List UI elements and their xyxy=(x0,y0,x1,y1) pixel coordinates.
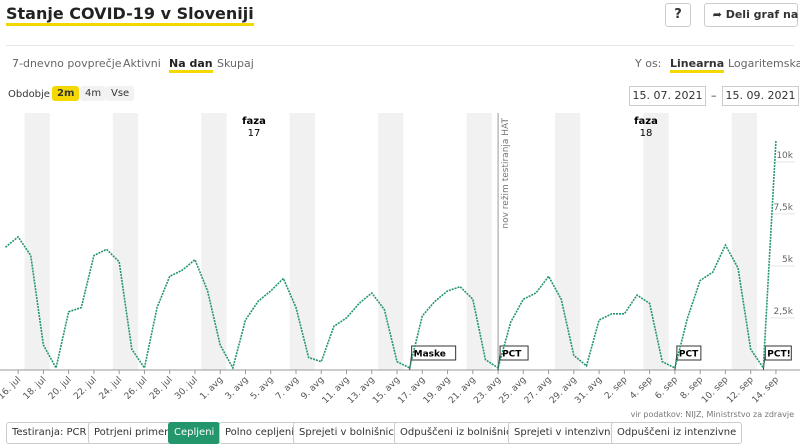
event-box xyxy=(676,345,702,361)
x-tick-label: 12. sep xyxy=(725,375,756,406)
share-label: Deli graf na xyxy=(725,8,799,21)
weekend-band xyxy=(24,113,50,370)
event-label: Maske xyxy=(414,350,446,360)
event-label: PCT xyxy=(679,350,699,360)
x-tick-label: 30. jul xyxy=(173,375,200,402)
tab[interactable]: 7-dnevno povprečje xyxy=(12,57,122,70)
x-tick-label: 29. avg xyxy=(548,375,579,406)
x-tick-label: 6. sep xyxy=(654,375,681,402)
y-option[interactable]: Linearna xyxy=(670,57,725,73)
x-tick-label: 5. avg xyxy=(249,375,276,402)
source: vir podatkov: NIJZ, Ministrstvo za zdrav… xyxy=(630,410,794,419)
weekend-band xyxy=(378,113,404,370)
x-tick-label: 2. sep xyxy=(603,375,630,402)
period-option[interactable]: 4m xyxy=(80,86,107,101)
x-tick-label: 21. avg xyxy=(447,375,478,406)
tab-button[interactable]: Testiranja: PCR xyxy=(6,422,93,444)
tab-button[interactable]: Polno cepljeni xyxy=(219,422,301,444)
x-tick-label: 22. jul xyxy=(72,375,99,402)
event-label: PCT xyxy=(502,350,522,360)
tab-button[interactable]: Sprejeti v bolnišnico xyxy=(293,422,406,444)
series-line xyxy=(4,141,777,371)
y-tick-label: 2,5k xyxy=(773,307,793,317)
regime-label: nov režim testiranja HAT xyxy=(501,117,511,228)
weekend-band xyxy=(112,113,139,370)
x-tick-label: 17. avg xyxy=(396,375,427,406)
x-tick-label: 31. avg xyxy=(573,375,604,406)
weekend-band xyxy=(466,113,492,370)
tab-button[interactable]: Sprejeti v intenzivno xyxy=(508,422,623,444)
x-tick-label: 24. jul xyxy=(97,375,124,402)
title: Stanje COVID-19 v Sloveniji xyxy=(6,4,254,26)
phase-label: 17 xyxy=(248,128,261,139)
y-tick-label: 10k xyxy=(776,151,793,161)
period-label: Obdobje xyxy=(8,89,50,100)
weekend-band xyxy=(201,113,227,370)
x-tick-label: 11. avg xyxy=(321,375,352,406)
tab-button[interactable]: Cepljeni xyxy=(168,422,221,444)
tab-button[interactable]: Odpuščeni iz bolnišnice xyxy=(394,422,524,444)
share-button[interactable]: ➦ Deli graf na xyxy=(704,3,798,27)
x-tick-label: 7. avg xyxy=(274,375,301,402)
x-tick-label: 15. avg xyxy=(371,375,402,406)
event-box xyxy=(411,345,457,361)
tab[interactable]: Na dan xyxy=(169,57,213,73)
date-sep: – xyxy=(711,89,717,102)
help-button[interactable]: ? xyxy=(665,3,691,27)
tab[interactable]: Skupaj xyxy=(217,57,254,70)
tab-button[interactable]: Potrjeni primeri xyxy=(88,422,178,444)
weekend-band xyxy=(289,113,315,370)
event-box xyxy=(499,345,529,361)
divider xyxy=(6,45,794,46)
x-tick-label: 10. sep xyxy=(700,375,731,406)
phase-label: faza xyxy=(242,116,266,127)
x-tick-label: 28. jul xyxy=(148,375,175,402)
x-tick-label: 26. jul xyxy=(123,375,150,402)
y-tick-label: 5k xyxy=(782,255,794,265)
tab-button[interactable]: Odpuščeni iz intenzivne xyxy=(611,422,743,444)
x-tick-label: 23. avg xyxy=(472,375,503,406)
event-label: PCT! xyxy=(767,350,790,360)
y-tick-label: 7,5k xyxy=(773,203,793,213)
x-tick-label: 1. avg xyxy=(198,375,225,402)
x-tick-label: 18. jul xyxy=(22,375,49,402)
weekend-band xyxy=(731,113,757,370)
tab[interactable]: Aktivni xyxy=(123,57,161,70)
weekend-band xyxy=(643,113,669,370)
date-from[interactable]: 15. 07. 2021 xyxy=(629,86,706,106)
period-option[interactable]: Vse xyxy=(106,86,135,101)
phase-label: 18 xyxy=(640,128,653,139)
x-tick-label: 20. jul xyxy=(47,375,74,402)
x-tick-label: 14. sep xyxy=(751,375,782,406)
weekend-band xyxy=(554,113,581,370)
x-tick-label: 3. avg xyxy=(224,375,251,402)
y-option[interactable]: Logaritemska xyxy=(728,57,800,70)
x-tick-label: 16. jul xyxy=(0,375,23,402)
y-axis-label: Y os: xyxy=(635,57,662,70)
x-tick-label: 27. avg xyxy=(523,375,554,406)
event-box xyxy=(764,345,792,361)
phase-label: faza xyxy=(634,116,658,127)
x-tick-label: 4. sep xyxy=(628,375,655,402)
date-to[interactable]: 15. 09. 2021 xyxy=(722,86,799,106)
period-option[interactable]: 2m xyxy=(52,86,80,101)
